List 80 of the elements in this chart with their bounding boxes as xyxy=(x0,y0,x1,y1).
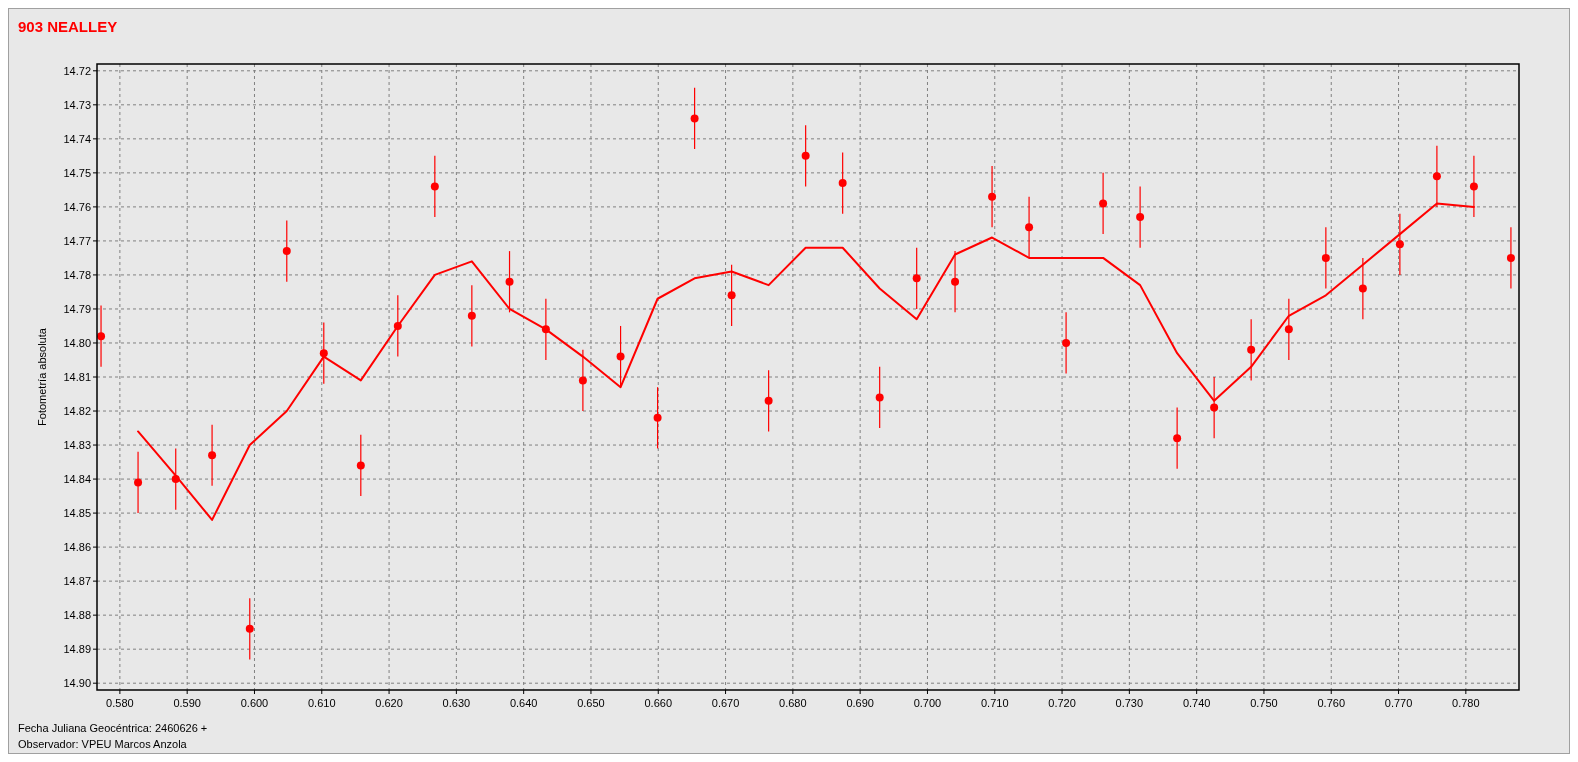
point xyxy=(97,332,106,341)
x-tick-label: 0.780 xyxy=(1452,697,1480,709)
point xyxy=(134,478,143,487)
y-tick-label: 14.80 xyxy=(63,336,91,349)
y-tick-label: 14.75 xyxy=(63,166,91,179)
point xyxy=(430,182,439,191)
y-tick-label: 14.88 xyxy=(63,609,91,621)
point xyxy=(1173,434,1182,443)
y-tick-label: 14.76 xyxy=(63,200,91,213)
x-tick-label: 0.640 xyxy=(509,697,538,709)
text: Observador: VPEU Marcos Anzola xyxy=(18,738,188,750)
point xyxy=(764,396,773,405)
y-tick-label: 14.83 xyxy=(63,438,91,451)
point xyxy=(1469,182,1478,191)
point xyxy=(467,311,476,320)
y-tick-label: 14.78 xyxy=(63,268,91,281)
point xyxy=(1025,223,1034,232)
y-axis-title: Fotometría absoluta xyxy=(36,327,48,426)
x-tick-label: 0.650 xyxy=(577,697,605,709)
y-tick-label: 14.86 xyxy=(63,540,91,553)
point xyxy=(951,277,960,286)
y-tick-label: 14.82 xyxy=(63,404,91,417)
x-axis-title: Fecha Juliana Geocéntrica: 2460626 + xyxy=(18,722,208,734)
x-tick-label: 0.720 xyxy=(1048,697,1076,709)
point xyxy=(727,291,736,300)
point xyxy=(1284,325,1293,334)
point xyxy=(912,274,921,283)
point xyxy=(578,376,587,385)
y-tick-label: 14.74 xyxy=(63,132,91,145)
x-tick-label: 0.730 xyxy=(1115,697,1144,709)
y-tick-label: 14.79 xyxy=(63,302,91,315)
x-tick-label: 0.580 xyxy=(106,697,134,709)
point xyxy=(1099,199,1108,208)
x-tick-label: 0.710 xyxy=(980,697,1009,709)
x-tick-label: 0.630 xyxy=(442,697,471,709)
y-tick-label: 14.73 xyxy=(63,98,91,111)
point xyxy=(1210,403,1219,412)
point xyxy=(1395,240,1404,249)
point xyxy=(838,179,847,188)
x-tick-label: 0.600 xyxy=(240,697,269,709)
point xyxy=(505,277,514,286)
y-tick-label: 14.85 xyxy=(63,506,91,519)
point xyxy=(690,114,699,123)
x-tick-label: 0.590 xyxy=(173,697,201,709)
x-tick-label: 0.750 xyxy=(1250,697,1278,709)
point xyxy=(801,151,810,160)
chart-title: 903 NEALLEY xyxy=(18,18,118,35)
point xyxy=(1247,345,1256,354)
point xyxy=(1136,213,1145,222)
point xyxy=(208,451,217,460)
point xyxy=(1506,253,1515,262)
x-tick-label: 0.680 xyxy=(779,697,807,709)
y-tick-label: 14.77 xyxy=(63,234,91,247)
y-tick-label: 14.87 xyxy=(63,574,91,587)
point xyxy=(1358,284,1367,293)
point xyxy=(616,352,625,361)
y-tick-label: 14.81 xyxy=(63,370,91,383)
x-tick-label: 0.670 xyxy=(711,697,740,709)
point xyxy=(988,192,997,201)
point xyxy=(1321,253,1330,262)
x-tick-label: 0.610 xyxy=(308,697,336,709)
y-tick-label: 14.72 xyxy=(63,64,91,77)
x-tick-label: 0.770 xyxy=(1384,697,1413,709)
point xyxy=(653,413,662,422)
x-tick-label: 0.700 xyxy=(913,697,942,709)
point xyxy=(356,461,365,470)
point xyxy=(1432,172,1441,181)
point xyxy=(319,349,328,358)
point xyxy=(1062,338,1071,347)
x-tick-label: 0.760 xyxy=(1317,697,1346,709)
x-tick-label: 0.660 xyxy=(644,697,673,709)
y-tick-label: 14.84 xyxy=(63,472,91,485)
x-tick-label: 0.740 xyxy=(1182,697,1211,709)
point xyxy=(282,247,291,256)
y-tick-label: 14.90 xyxy=(63,677,91,690)
x-tick-label: 0.690 xyxy=(846,697,874,709)
y-tick-label: 14.89 xyxy=(63,643,91,656)
point xyxy=(245,624,254,633)
point xyxy=(875,393,884,402)
x-tick-label: 0.620 xyxy=(375,697,403,709)
